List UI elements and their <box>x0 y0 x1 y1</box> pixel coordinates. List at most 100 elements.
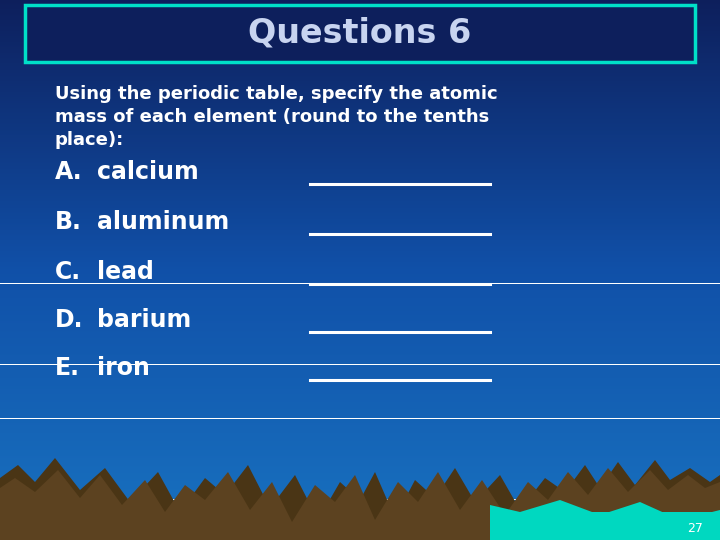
Bar <box>0 238 720 239</box>
Bar <box>0 534 720 535</box>
Bar <box>0 386 720 387</box>
Bar <box>0 310 720 312</box>
Bar <box>0 390 720 392</box>
Bar <box>0 356 720 357</box>
Bar <box>0 418 720 420</box>
Bar <box>0 472 720 474</box>
Text: D.: D. <box>55 308 84 332</box>
Bar <box>0 320 720 321</box>
Bar <box>0 235 720 237</box>
Bar <box>0 132 720 133</box>
Bar <box>0 52 720 54</box>
Bar <box>0 193 720 194</box>
Bar <box>0 301 720 302</box>
Bar <box>0 426 720 427</box>
Bar <box>0 536 720 537</box>
Bar <box>0 261 720 262</box>
Text: place):: place): <box>55 131 125 149</box>
Bar <box>0 345 720 346</box>
Bar <box>0 350 720 351</box>
Bar <box>0 357 720 359</box>
Bar <box>0 374 720 375</box>
Bar <box>0 102 720 103</box>
Bar <box>0 20 720 22</box>
Bar <box>0 123 720 124</box>
Bar <box>0 502 720 503</box>
Bar <box>0 464 720 465</box>
Bar <box>0 31 720 32</box>
Bar <box>0 248 720 249</box>
Bar <box>0 404 720 405</box>
Bar <box>0 141 720 143</box>
Bar <box>0 127 720 128</box>
Bar <box>0 82 720 84</box>
Bar <box>0 168 720 170</box>
Bar <box>0 3 720 4</box>
Bar <box>0 22 720 23</box>
Bar <box>0 300 720 301</box>
Bar <box>0 202 720 204</box>
Bar <box>0 259 720 261</box>
Bar <box>0 87 720 89</box>
Bar <box>0 39 720 40</box>
Bar <box>0 103 720 104</box>
Bar <box>0 65 720 66</box>
Bar <box>0 172 720 173</box>
Bar <box>0 370 720 372</box>
Bar <box>0 274 720 275</box>
Bar <box>0 266 720 267</box>
Bar <box>0 119 720 120</box>
Bar <box>0 224 720 226</box>
Bar <box>0 529 720 530</box>
Bar <box>0 157 720 158</box>
Bar <box>0 15 720 16</box>
Bar <box>0 438 720 440</box>
Bar <box>0 98 720 100</box>
Bar <box>0 145 720 146</box>
Bar <box>0 323 720 324</box>
Bar <box>0 366 720 367</box>
Bar <box>0 291 720 292</box>
Bar <box>0 437 720 438</box>
Bar <box>0 254 720 255</box>
Bar <box>0 115 720 116</box>
Bar <box>0 183 720 184</box>
Bar <box>0 517 720 518</box>
Bar <box>0 478 720 480</box>
Bar <box>0 501 720 502</box>
Bar <box>0 465 720 467</box>
Bar <box>0 509 720 510</box>
Bar <box>0 24 720 25</box>
Bar <box>0 227 720 228</box>
Bar <box>0 243 720 244</box>
Bar <box>0 285 720 286</box>
Bar <box>0 280 720 281</box>
Bar <box>0 122 720 123</box>
Bar <box>0 297 720 298</box>
Bar <box>0 160 720 162</box>
Bar <box>0 17 720 19</box>
Bar <box>0 158 720 159</box>
Bar <box>0 293 720 294</box>
Bar <box>0 336 720 338</box>
Bar <box>0 338 720 339</box>
Bar <box>0 487 720 489</box>
Bar <box>0 485 720 486</box>
Bar <box>0 147 720 149</box>
Bar <box>0 482 720 483</box>
Bar <box>0 531 720 532</box>
Bar <box>0 312 720 313</box>
Bar <box>0 8 720 10</box>
Bar <box>0 364 720 366</box>
Bar <box>0 85 720 86</box>
Bar <box>0 330 720 332</box>
Bar <box>0 453 720 454</box>
Bar <box>0 537 720 538</box>
Bar <box>0 90 720 92</box>
Bar <box>0 417 720 418</box>
Bar <box>0 35 720 36</box>
Text: mass of each element (round to the tenths: mass of each element (round to the tenth… <box>55 108 490 126</box>
Bar <box>0 309 720 310</box>
Bar <box>0 109 720 111</box>
Bar <box>0 25 720 27</box>
